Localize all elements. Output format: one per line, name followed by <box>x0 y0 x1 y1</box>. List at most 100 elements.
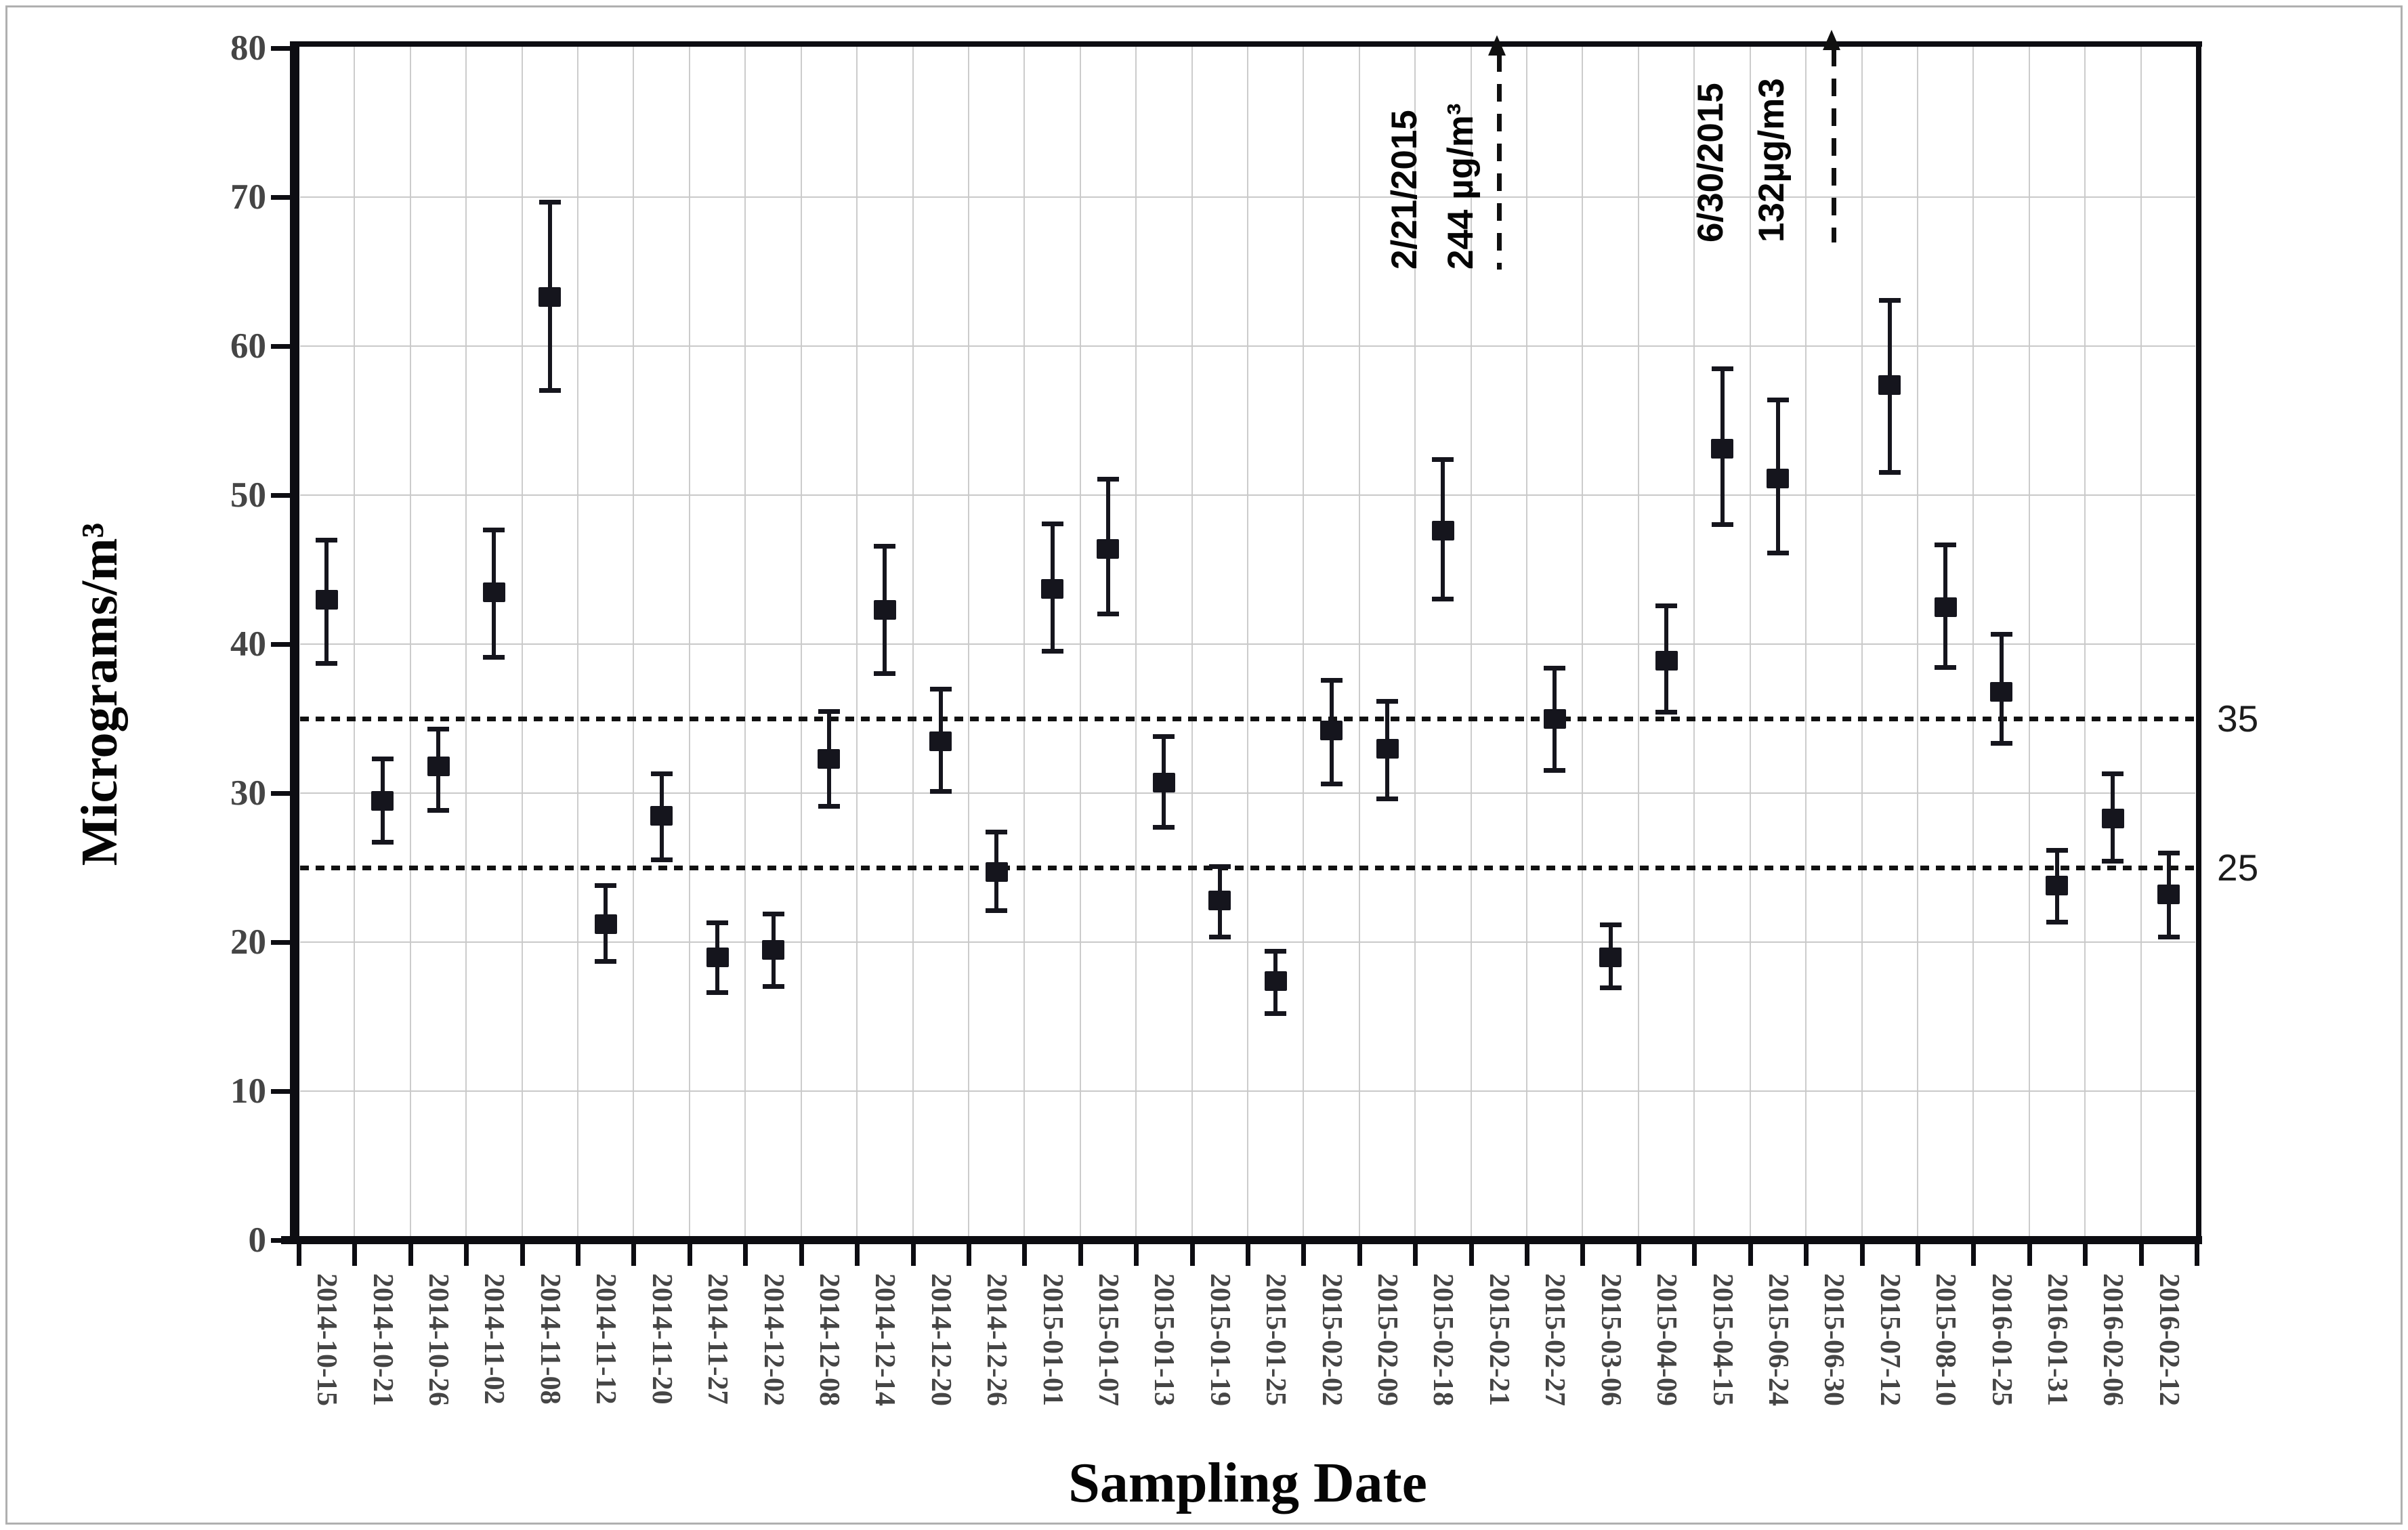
x-axis-tick <box>1636 1244 1641 1266</box>
annotation-value-label: 244 µg/m³ <box>1440 103 1481 270</box>
y-tick-label: 60 <box>230 326 266 366</box>
x-tick-label: 2015-07-12 <box>1874 1273 1905 1406</box>
error-bar-cap <box>1935 542 1957 547</box>
y-axis-tick <box>271 46 290 51</box>
data-point <box>1208 890 1231 910</box>
data-point <box>2101 808 2124 828</box>
x-axis-tick <box>1301 1244 1307 1266</box>
error-bar-cap <box>706 990 729 995</box>
x-axis-tick <box>464 1244 469 1266</box>
horizontal-gridline <box>300 345 2195 347</box>
vertical-gridline <box>409 47 411 1236</box>
error-bar-cap <box>1265 1011 1287 1016</box>
x-tick-label: 2016-01-31 <box>2041 1273 2073 1406</box>
plot-top-border <box>290 41 2202 47</box>
y-axis-tick <box>271 344 290 349</box>
error-bar-cap <box>2157 851 2180 855</box>
x-axis-tick <box>910 1244 916 1266</box>
error-bar-cap <box>706 920 729 926</box>
x-axis-tick <box>1469 1244 1474 1266</box>
vertical-gridline <box>1526 47 1528 1236</box>
x-axis-tick <box>1748 1244 1753 1266</box>
error-bar-cap <box>1265 949 1287 954</box>
vertical-gridline <box>1470 47 1472 1236</box>
data-point <box>2157 885 2180 905</box>
error-bar-cap <box>650 771 673 777</box>
x-axis-tick <box>2083 1244 2088 1266</box>
error-bar-cap <box>986 830 1008 835</box>
error-bar-cap <box>762 984 784 989</box>
vertical-gridline <box>2028 47 2030 1236</box>
error-bar-cap <box>818 803 840 809</box>
x-axis-tick <box>297 1244 301 1266</box>
error-bar-cap <box>1990 741 2012 746</box>
error-bar-cap <box>1544 666 1566 671</box>
data-point <box>1878 375 1901 395</box>
error-bar-cap <box>371 839 394 845</box>
data-point <box>762 939 784 960</box>
error-bar-cap <box>1097 612 1119 616</box>
data-point <box>1376 738 1399 759</box>
error-bar-cap <box>1767 398 1789 403</box>
vertical-gridline <box>912 47 914 1236</box>
y-axis-tick <box>271 1238 290 1243</box>
vertical-gridline <box>1916 47 1918 1236</box>
data-point <box>1097 538 1120 559</box>
x-axis-tick <box>2138 1244 2144 1266</box>
x-axis-tick <box>1525 1244 1530 1266</box>
error-bar-cap <box>2046 847 2068 853</box>
error-bar-cap <box>427 727 450 732</box>
vertical-gridline <box>1582 47 1584 1236</box>
y-tick-label: 80 <box>230 28 266 68</box>
x-tick-label: 2015-06-30 <box>1818 1273 1850 1406</box>
x-tick-label: 2014-12-02 <box>757 1273 789 1406</box>
error-bar-cap <box>1320 677 1343 683</box>
x-tick-label: 2015-04-09 <box>1651 1273 1683 1406</box>
annotation-value-label: 132µg/m3 <box>1752 78 1792 242</box>
vertical-gridline <box>2084 47 2086 1236</box>
error-bar-cap <box>2102 859 2124 864</box>
x-tick-label: 2014-12-26 <box>981 1273 1013 1406</box>
y-tick-label: 70 <box>230 177 266 217</box>
vertical-gridline <box>800 47 802 1236</box>
error-bar-cap <box>874 543 896 549</box>
data-point <box>1934 597 1957 617</box>
data-point <box>538 286 562 307</box>
y-axis-line <box>290 41 299 1244</box>
x-axis-tick <box>1971 1244 1977 1266</box>
error-bar-cap <box>595 958 617 964</box>
x-tick-label: 2015-08-10 <box>1930 1273 1962 1406</box>
vertical-gridline <box>2140 47 2142 1236</box>
x-axis-tick <box>352 1244 358 1266</box>
y-tick-label: 20 <box>230 922 266 962</box>
x-axis-tick <box>1134 1244 1139 1266</box>
vertical-gridline <box>1303 47 1305 1236</box>
data-point <box>1431 521 1454 541</box>
vertical-gridline <box>577 47 579 1236</box>
data-point <box>650 805 673 826</box>
error-bar-cap <box>1208 935 1231 940</box>
x-tick-label: 2014-11-12 <box>590 1273 622 1405</box>
vertical-gridline <box>1749 47 1751 1236</box>
vertical-gridline <box>967 47 969 1236</box>
x-tick-label: 2016-02-12 <box>2153 1273 2184 1406</box>
vertical-gridline <box>1079 47 1081 1236</box>
x-tick-label: 2015-02-21 <box>1483 1273 1515 1406</box>
data-point <box>594 914 617 935</box>
x-tick-label: 2014-11-20 <box>646 1273 677 1405</box>
data-point <box>1599 947 1622 967</box>
error-bar-cap <box>1153 824 1175 830</box>
vertical-gridline <box>1358 47 1360 1236</box>
horizontal-gridline <box>300 792 2195 794</box>
vertical-gridline <box>1637 47 1639 1236</box>
error-bar-cap <box>538 199 561 205</box>
x-tick-label: 2014-12-14 <box>869 1273 901 1406</box>
arrow-up-icon <box>1823 30 1841 50</box>
x-axis-title: Sampling Date <box>1068 1451 1427 1514</box>
vertical-gridline <box>1693 47 1695 1236</box>
error-bar-cap <box>1432 597 1454 601</box>
x-axis-tick <box>2195 1244 2199 1266</box>
vertical-gridline <box>856 47 858 1236</box>
error-bar-cap <box>929 687 952 692</box>
error-bar-cap <box>1208 864 1231 869</box>
